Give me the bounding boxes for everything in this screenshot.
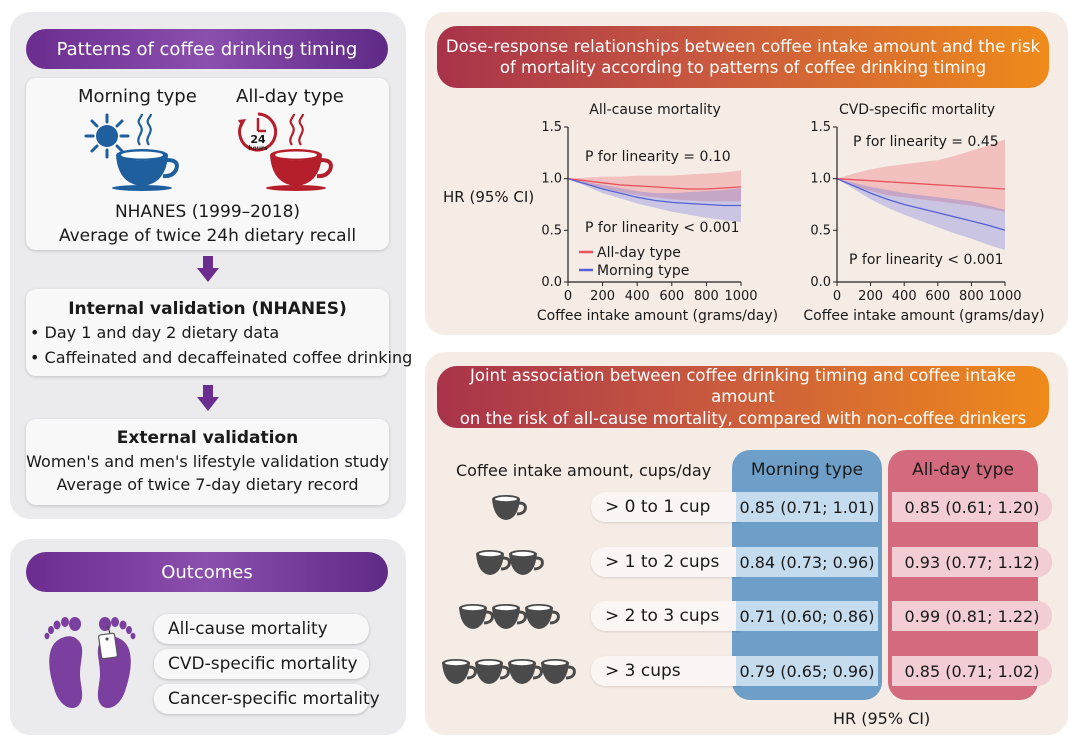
y-tick-label: 0.0 xyxy=(541,275,562,290)
outcome-all-cause: All-cause mortality xyxy=(154,614,369,644)
internal-item-2: • Caffeinated and decaffeinated coffee d… xyxy=(30,348,413,367)
x-tick-label: 600 xyxy=(925,289,950,304)
nhanes-subtitle: Average of twice 24h dietary recall xyxy=(58,226,357,246)
allday-type-header: All-day type xyxy=(912,460,1014,480)
chart-title: All-cause mortality xyxy=(589,102,721,118)
coffee-cups-icon xyxy=(459,604,560,629)
joint-header-line2: on the risk of all-cause mortality, comp… xyxy=(459,408,1027,428)
x-axis-label: Coffee intake amount (grams/day) xyxy=(537,308,778,324)
feet-icon xyxy=(44,617,136,708)
joint-header-line1: Joint association between coffee drinkin… xyxy=(469,365,1017,407)
dose-header-line2: of mortality according to patterns of co… xyxy=(499,58,987,77)
morning-hr-cell: 0.79 (0.65; 0.96) xyxy=(736,656,878,686)
outcomes-header: Outcomes xyxy=(26,552,388,592)
external-validation-box xyxy=(26,419,389,505)
coffee-cups-icon xyxy=(476,550,544,575)
y-tick-label: 1.0 xyxy=(810,172,831,187)
y-tick-label: 1.5 xyxy=(541,120,562,135)
internal-validation-title: Internal validation (NHANES) xyxy=(68,299,347,319)
outcomes-header-text: Outcomes xyxy=(161,561,253,583)
morning-series-line xyxy=(836,178,1006,231)
morning-type-header: Morning type xyxy=(750,460,864,480)
x-axis-label: Coffee intake amount (grams/day) xyxy=(803,308,1044,324)
x-tick-label: 400 xyxy=(892,289,917,304)
joint-header: Joint association between coffee drinkin… xyxy=(437,366,1049,428)
intake-row-label: > 2 to 3 cups xyxy=(591,601,741,631)
sun-icon xyxy=(84,113,130,159)
internal-validation-box xyxy=(26,289,389,376)
x-tick-label: 200 xyxy=(858,289,883,304)
morning-series-line xyxy=(567,178,741,207)
intake-row-label: > 1 to 2 cups xyxy=(591,547,741,577)
red-coffee-cup-icon xyxy=(266,149,333,191)
dose-response-charts: All-cause mortality 0.0 0.5 1.0 1.5 0 200 400 60… xyxy=(537,102,1045,324)
x-tick-label: 600 xyxy=(659,289,684,304)
allday-hr-cell: 0.85 (0.61; 1.20) xyxy=(892,492,1052,522)
intake-row-label: > 3 cups xyxy=(591,656,741,686)
internal-item-2-text: Caffeinated and decaffeinated coffee dri… xyxy=(44,348,413,367)
x-tick-label: 1000 xyxy=(988,289,1021,304)
x-tick-label: 200 xyxy=(590,289,615,304)
p-linearity-annotation: P for linearity = 0.45 xyxy=(853,134,999,150)
x-tick-label: 0 xyxy=(564,289,572,304)
patterns-header: Patterns of coffee drinking timing xyxy=(26,29,388,69)
y-tick-label: 0.0 xyxy=(810,275,831,290)
intake-row-label: > 0 to 1 cup xyxy=(591,492,741,522)
dose-header-line1: Dose-response relationships between coff… xyxy=(445,36,1041,56)
chart-title: CVD-specific mortality xyxy=(839,102,995,118)
legend-label: Morning type xyxy=(597,263,689,279)
morning-hr-cell: 0.84 (0.73; 0.96) xyxy=(736,547,878,577)
morning-type-label: Morning type xyxy=(78,86,197,107)
p-linearity-annotation: P for linearity < 0.001 xyxy=(585,220,740,236)
morning-hr-cell: 0.85 (0.71; 1.01) xyxy=(736,492,878,522)
morning-hr-cell: 0.71 (0.60; 0.86) xyxy=(736,601,878,631)
clock-word: hours xyxy=(248,145,268,152)
clock-number: 24 xyxy=(250,133,266,146)
p-linearity-annotation: P for linearity = 0.10 xyxy=(585,149,731,165)
allday-hr-cell: 0.99 (0.81; 1.22) xyxy=(892,601,1052,631)
patterns-header-text: Patterns of coffee drinking timing xyxy=(56,38,358,60)
y-tick-label: 0.5 xyxy=(541,223,562,238)
outcome-cvd-text: CVD-specific mortality xyxy=(168,654,358,674)
outcome-cancer-text: Cancer-specific mortality xyxy=(168,689,380,709)
allday-hr-cell: 0.93 (0.77; 1.12) xyxy=(892,547,1052,577)
y-tick-label: 1.0 xyxy=(541,172,562,187)
p-linearity-annotation: P for linearity < 0.001 xyxy=(849,252,1004,268)
coffee-cups-icon xyxy=(442,659,576,684)
x-tick-label: 800 xyxy=(959,289,984,304)
x-tick-label: 400 xyxy=(625,289,650,304)
hr-ylabel: HR (95% CI) xyxy=(443,188,535,206)
internal-item-1: • Day 1 and day 2 dietary data xyxy=(30,323,280,342)
external-validation-line1: Women's and men's lifestyle validation s… xyxy=(26,452,389,471)
x-tick-label: 800 xyxy=(694,289,719,304)
cups-column-label: Coffee intake amount, cups/day xyxy=(456,461,712,480)
dose-response-header: Dose-response relationships between coff… xyxy=(437,26,1049,88)
steam-icon xyxy=(137,113,153,146)
outcome-cancer: Cancer-specific mortality xyxy=(154,684,380,714)
joint-footer-hr: HR (95% CI) xyxy=(833,709,931,728)
allday-ci-band xyxy=(568,170,741,202)
x-tick-label: 0 xyxy=(833,289,841,304)
y-tick-label: 0.5 xyxy=(810,223,831,238)
external-validation-line2: Average of twice 7-day dietary record xyxy=(56,475,359,494)
legend-label: All-day type xyxy=(597,245,681,261)
coffee-cups-icon xyxy=(492,495,527,520)
allday-series-line xyxy=(567,178,742,190)
allday-series-line xyxy=(836,178,1006,190)
blue-coffee-cup-icon xyxy=(112,149,179,191)
y-tick-label: 1.5 xyxy=(810,120,831,135)
x-tick-label: 1000 xyxy=(724,289,757,304)
outcome-all-cause-text: All-cause mortality xyxy=(168,619,328,639)
external-validation-title: External validation xyxy=(116,428,299,448)
allday-ci-band xyxy=(837,139,1005,212)
down-arrow-icon-2 xyxy=(197,385,219,411)
allday-type-label: All-day type xyxy=(236,86,344,107)
outcome-cvd: CVD-specific mortality xyxy=(154,649,369,679)
allday-hr-cell: 0.85 (0.71; 1.02) xyxy=(892,656,1052,686)
clock-24-icon: 24 hours xyxy=(238,112,278,152)
internal-item-1-text: Day 1 and day 2 dietary data xyxy=(44,323,280,342)
down-arrow-icon xyxy=(197,256,219,282)
steam-icon-red xyxy=(289,113,305,146)
nhanes-title: NHANES (1999–2018) xyxy=(114,202,301,222)
